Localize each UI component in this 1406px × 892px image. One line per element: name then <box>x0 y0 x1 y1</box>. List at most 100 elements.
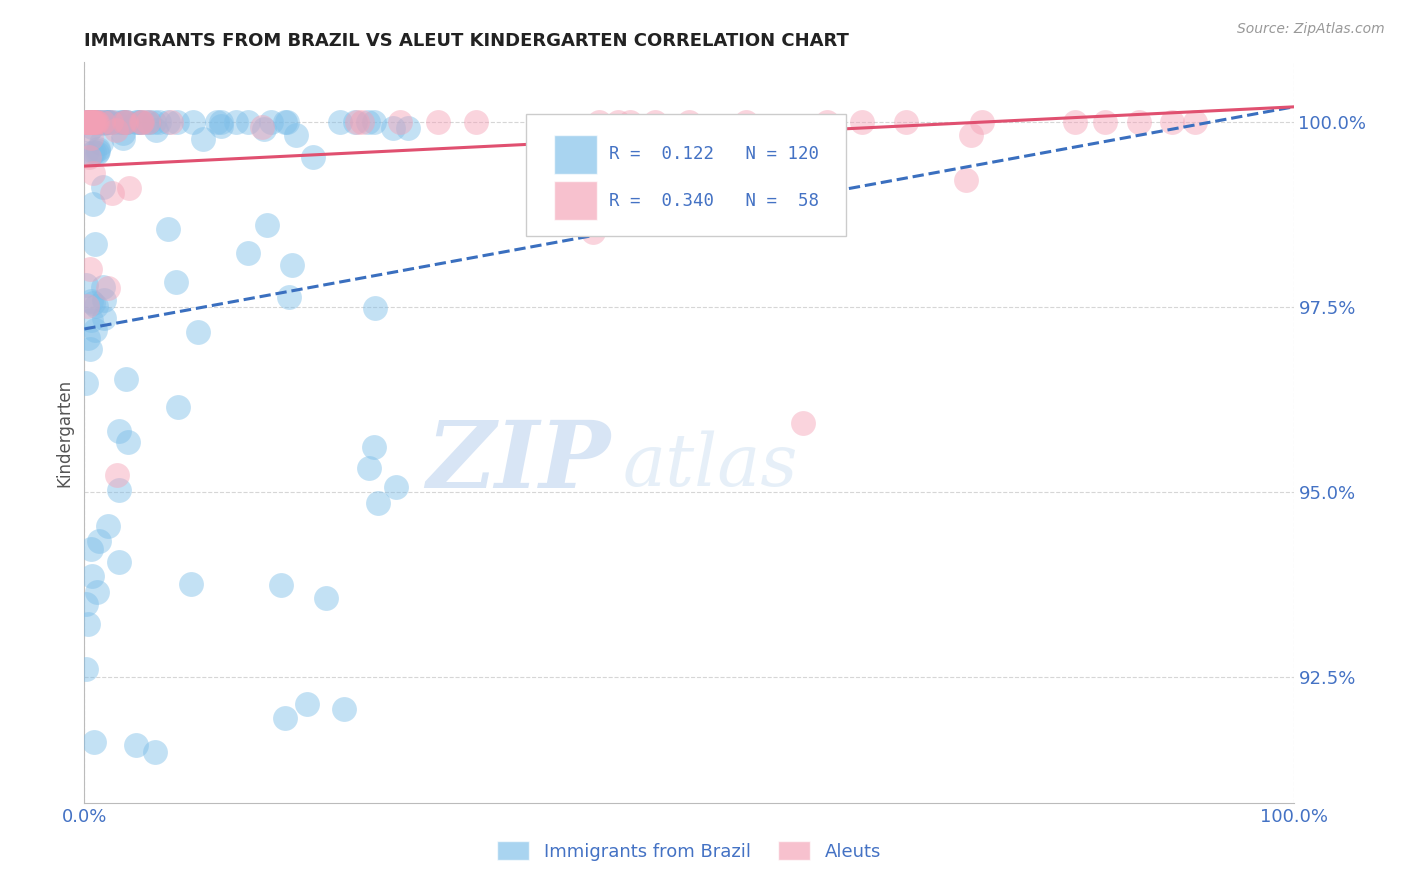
Y-axis label: Kindergarten: Kindergarten <box>55 378 73 487</box>
Point <box>225 114 247 128</box>
Point <box>128 114 150 128</box>
Point <box>315 591 337 606</box>
Point <box>465 114 488 128</box>
Point <box>93 116 115 130</box>
Point <box>111 114 134 128</box>
Point <box>1184 114 1206 128</box>
Point <box>644 114 666 128</box>
Point <box>384 480 406 494</box>
Point <box>1094 114 1116 128</box>
Point <box>82 114 104 128</box>
Point <box>77 114 100 128</box>
Point <box>82 296 104 310</box>
Point <box>87 144 110 158</box>
Point <box>100 114 122 128</box>
Text: R =  0.340   N =  58: R = 0.340 N = 58 <box>609 192 820 210</box>
Point <box>77 331 100 345</box>
Point <box>143 114 166 128</box>
Point <box>205 114 228 128</box>
Point <box>97 114 120 128</box>
Point <box>76 114 98 128</box>
Point <box>112 131 135 145</box>
Point <box>131 114 153 128</box>
Point <box>86 114 108 128</box>
Point <box>124 738 146 752</box>
Point <box>76 617 98 632</box>
Point <box>236 114 259 128</box>
Point <box>301 151 323 165</box>
Point <box>83 114 105 128</box>
Point <box>101 186 124 200</box>
Point <box>960 128 983 142</box>
Point <box>270 578 292 592</box>
Point <box>82 114 104 128</box>
Point <box>105 467 128 482</box>
Point <box>894 114 917 128</box>
Point <box>108 483 131 497</box>
Point <box>94 114 117 128</box>
Point <box>75 114 97 128</box>
Point <box>148 114 170 128</box>
Point <box>75 277 97 292</box>
Point <box>82 114 104 128</box>
Point <box>80 120 103 134</box>
Point <box>159 114 181 128</box>
Point <box>734 114 756 128</box>
Point <box>363 301 385 315</box>
Point <box>389 114 412 128</box>
Point <box>93 293 115 307</box>
Point <box>76 299 98 313</box>
Point <box>86 145 108 160</box>
Point <box>187 325 209 339</box>
Point <box>253 122 276 136</box>
Point <box>135 114 157 128</box>
Point <box>165 276 187 290</box>
Point <box>79 114 101 128</box>
Point <box>112 114 135 128</box>
Point <box>83 114 105 128</box>
Point <box>82 145 104 160</box>
Point <box>792 416 814 430</box>
Point <box>815 114 838 128</box>
Point <box>80 542 103 557</box>
Point <box>87 533 110 548</box>
Point <box>588 114 610 128</box>
Point <box>77 114 100 128</box>
Legend: Immigrants from Brazil, Aleuts: Immigrants from Brazil, Aleuts <box>489 834 889 868</box>
Point <box>329 114 352 128</box>
Point <box>129 114 152 128</box>
Point <box>346 114 368 128</box>
Point <box>75 145 97 160</box>
Point <box>84 323 107 337</box>
Point <box>250 120 273 135</box>
Point <box>75 114 97 128</box>
Point <box>350 114 373 128</box>
Point <box>83 145 105 159</box>
Point <box>91 114 114 128</box>
Text: atlas: atlas <box>623 431 799 501</box>
Point <box>111 126 134 140</box>
Point <box>278 290 301 304</box>
Point <box>115 114 138 128</box>
Point <box>180 577 202 591</box>
Point <box>84 114 107 128</box>
Point <box>136 114 159 128</box>
Point <box>83 114 105 128</box>
Point <box>1161 114 1184 128</box>
Point <box>83 735 105 749</box>
Point <box>79 342 101 356</box>
Point <box>86 585 108 599</box>
Point <box>156 222 179 236</box>
Point <box>285 128 308 142</box>
Point <box>236 246 259 260</box>
Point <box>256 219 278 233</box>
Point <box>191 132 214 146</box>
Point <box>114 372 136 386</box>
FancyBboxPatch shape <box>554 181 598 219</box>
Point <box>343 114 366 128</box>
Point <box>363 440 385 454</box>
Point <box>80 114 103 128</box>
Point <box>93 310 115 325</box>
Point <box>1128 114 1150 128</box>
Point <box>89 114 111 128</box>
